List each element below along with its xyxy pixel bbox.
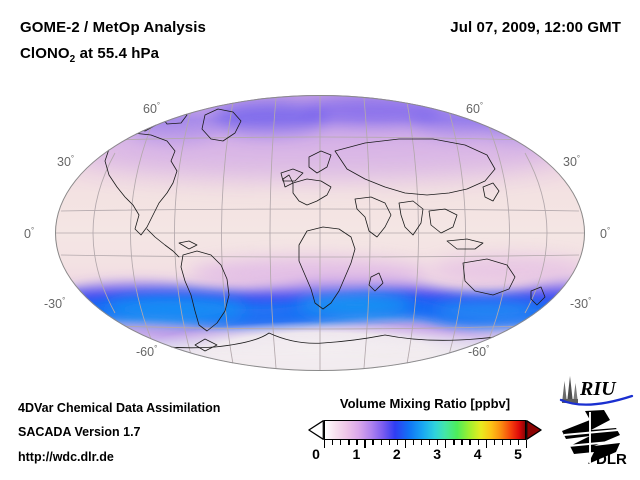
- lat-label-left-30: 30°: [57, 154, 75, 170]
- dlr-logo: DLR: [562, 410, 627, 466]
- map-panel: 60° 30° 0° -30° -60° 60° 30° 0° -30° -60…: [0, 78, 640, 378]
- colorbar-minor-tick: [469, 440, 471, 445]
- colorbar-minor-tick: [420, 440, 423, 445]
- colorbar-tick-label: 2: [392, 446, 401, 462]
- colorbar-major-tick: [526, 440, 528, 448]
- colorbar-tick-labels: 0 1 2 3 4 5: [312, 446, 522, 464]
- colorbar-minor-tick: [453, 440, 455, 445]
- colorbar-major-tick: [324, 440, 326, 448]
- lat-label-right-0: 0°: [600, 226, 611, 242]
- colorbar-minor-tick: [332, 440, 334, 445]
- colorbar-gradient: [324, 420, 526, 440]
- lat-label-left-minus30: -30°: [44, 296, 66, 312]
- colorbar-minor-tick: [356, 440, 358, 445]
- colorbar-major-tick: [485, 440, 487, 448]
- graticule: [55, 96, 585, 370]
- coastlines: [98, 108, 552, 352]
- mollweide-projection: [55, 95, 585, 371]
- riu-swoosh-icon: [559, 394, 634, 406]
- species-name: ClONO: [20, 45, 70, 62]
- colorbar-minor-tick: [437, 440, 439, 445]
- colorbar-minor-tick: [429, 440, 431, 445]
- colorbar-major-tick: [445, 440, 447, 448]
- colorbar-tick-label: 4: [473, 446, 482, 462]
- page-title: GOME-2 / MetOp Analysis: [20, 19, 206, 36]
- colorbar-tick-label: 0: [312, 446, 320, 462]
- riu-spires-icon: [562, 376, 578, 403]
- colorbar-minor-tick: [501, 440, 504, 445]
- globe-container: [55, 95, 585, 371]
- colorbar-tick-label: 5: [514, 446, 522, 462]
- colorbar-minor-tick: [340, 440, 342, 445]
- colorbar-minor-tick: [517, 440, 520, 445]
- colorbar-minor-tick: [509, 440, 512, 445]
- colorbar-min-arrow: [308, 420, 324, 440]
- colorbar-body: [308, 420, 542, 448]
- colorbar-minor-tick: [493, 440, 495, 445]
- colorbar-minor-tick: [396, 440, 399, 445]
- colorbar-title: Volume Mixing Ratio [ppbv]: [339, 396, 511, 411]
- colorbar-ticks: [324, 440, 528, 449]
- colorbar-tick-label: 3: [433, 446, 442, 462]
- footer-url[interactable]: http://wdc.dlr.de: [18, 450, 114, 464]
- colorbar-tick-label: 1: [352, 446, 361, 462]
- lat-label-left-0: 0°: [24, 226, 35, 242]
- colorbar-minor-tick: [412, 440, 415, 445]
- lat-label-right-minus30: -30°: [570, 296, 592, 312]
- dlr-mark-stripes: [563, 412, 621, 463]
- species-subscript: 2: [69, 54, 76, 65]
- footer-method: 4DVar Chemical Data Assimilation: [18, 401, 221, 415]
- colorbar-minor-tick: [477, 440, 479, 445]
- lat-label-left-minus60: -60°: [136, 344, 158, 360]
- colorbar-minor-tick: [380, 440, 382, 445]
- colorbar-minor-tick: [348, 440, 350, 445]
- lat-label-left-60: 60°: [143, 101, 161, 117]
- dlr-wordmark: DLR: [596, 451, 627, 466]
- lat-label-right-30: 30°: [563, 154, 581, 170]
- colorbar: Volume Mixing Ratio [ppbv] 0 1 2 3 4 5: [300, 396, 550, 474]
- colorbar-max-arrow: [526, 420, 542, 440]
- riu-wordmark: RIU: [579, 378, 617, 400]
- lat-label-right-minus60: -60°: [468, 344, 490, 360]
- lat-label-right-60: 60°: [466, 101, 484, 117]
- riu-logo: RIU: [559, 376, 634, 406]
- colorbar-minor-tick: [372, 440, 374, 445]
- colorbar-major-tick: [404, 440, 407, 448]
- colorbar-major-tick: [364, 440, 366, 448]
- colorbar-minor-tick: [461, 440, 463, 445]
- species-level: at 55.4 hPa: [75, 45, 160, 62]
- dlr-mark-icon: [562, 410, 620, 464]
- colorbar-minor-tick: [388, 440, 390, 445]
- timestamp-label: Jul 07, 2009, 12:00 GMT: [450, 19, 621, 36]
- species-title: ClONO2 at 55.4 hPa: [20, 45, 159, 65]
- footer-version: SACADA Version 1.7: [18, 425, 141, 439]
